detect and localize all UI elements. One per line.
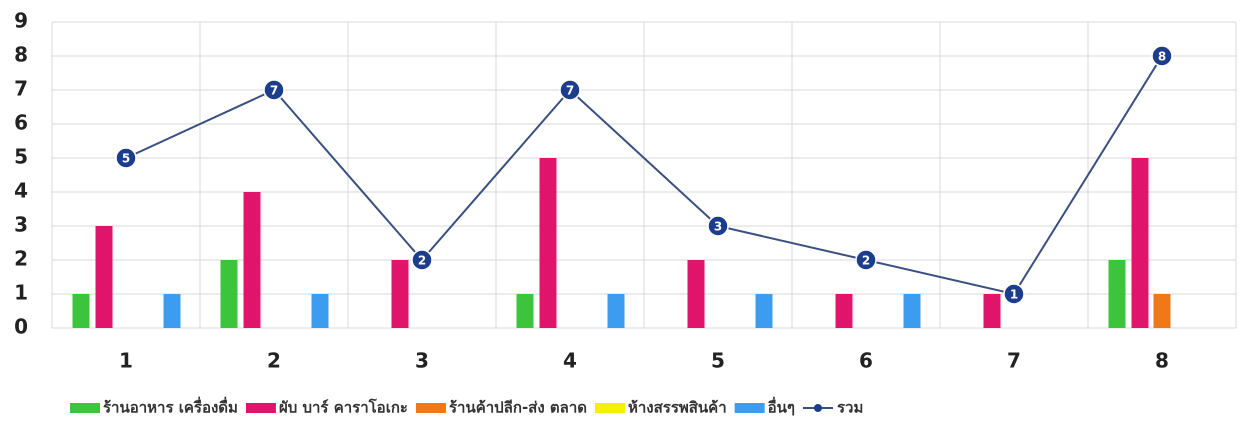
x-tick-label: 2 [267,349,281,373]
y-tick-label: 7 [14,77,28,101]
y-tick-label: 0 [14,315,28,339]
y-tick-label: 9 [14,9,28,33]
legend-swatch [734,403,765,413]
bar [72,294,90,328]
legend-label: รวม [837,399,863,417]
bar [95,226,113,328]
data-label: 1 [1010,288,1018,302]
legend-label: ร้านอาหาร เครื่องดื่ม [103,397,238,417]
y-tick-label: 1 [14,281,28,305]
x-tick-label: 5 [711,349,725,373]
bar [755,294,773,328]
bar [835,294,853,328]
data-label: 8 [1158,50,1166,64]
line-point [115,147,137,169]
bar [391,260,409,328]
legend-label: ร้านค้าปลีก-ส่ง ตลาด [449,399,587,417]
bar [1131,158,1149,328]
data-label: 7 [566,84,574,98]
legend-label: ผับ บาร์ คาราโอเกะ [279,398,408,417]
line-point [707,215,729,237]
bar [163,294,181,328]
legend-label: อื่นๆ [768,397,795,417]
legend-swatch [70,403,100,413]
line-point [1151,45,1173,67]
data-label: 5 [122,152,130,166]
legend-swatch [245,403,276,413]
line-point [1003,283,1025,305]
x-tick-label: 1 [119,349,133,373]
x-tick-label: 3 [415,349,429,373]
legend-label: ห้างสรรพสินค้า [628,399,727,417]
y-tick-label: 6 [14,111,28,135]
line-point [559,79,581,101]
y-tick-label: 8 [14,43,28,67]
total-line [125,55,1163,296]
y-tick-label: 4 [14,179,28,203]
bar [243,192,261,328]
data-label: 3 [714,220,722,234]
data-label: 7 [270,84,278,98]
y-tick-label: 5 [14,145,28,169]
bar [311,294,329,328]
bar [1153,294,1171,328]
line-point [411,249,433,271]
x-tick-label: 4 [563,349,577,373]
data-label: 2 [862,254,870,268]
line-point [263,79,285,101]
x-tick-label: 6 [859,349,873,373]
y-tick-label: 2 [14,247,28,271]
bar [687,260,705,328]
x-tick-label: 8 [1155,349,1169,373]
data-label: 2 [418,254,426,268]
bar [607,294,625,328]
y-tick-label: 3 [14,213,28,237]
legend-marker [813,404,822,412]
line-point [855,249,877,271]
x-tick-label: 7 [1007,349,1021,373]
bar [220,260,238,328]
bar [903,294,921,328]
bar [1108,260,1126,328]
legend-swatch [415,403,446,413]
legend-swatch [594,403,625,413]
bar [539,158,557,328]
bar [983,294,1001,328]
bar [516,294,534,328]
